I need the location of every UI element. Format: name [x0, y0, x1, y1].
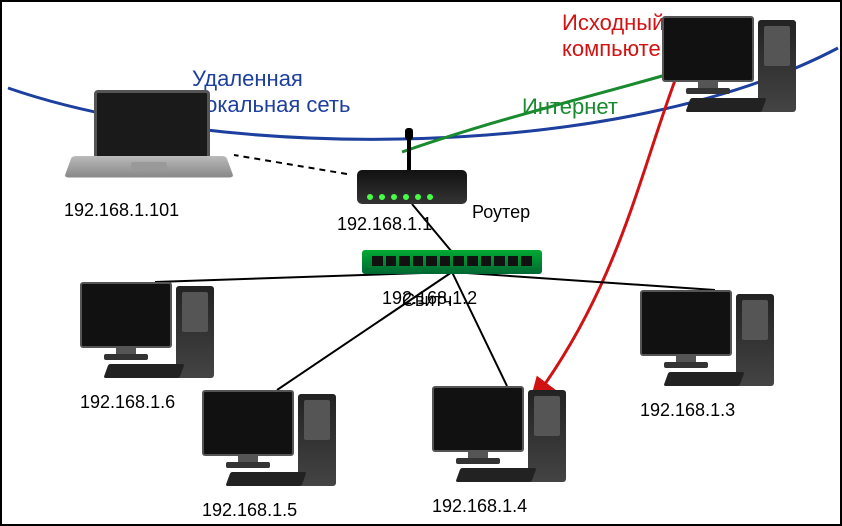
device-router: [347, 134, 477, 214]
device-pc5: [202, 390, 352, 500]
device-pc3: [640, 290, 790, 400]
ip-laptop: 192.168.1.101: [64, 200, 179, 222]
label-router-word: Роутер: [472, 202, 530, 224]
device-switch: [362, 242, 542, 282]
ip-router: 192.168.1.1: [337, 214, 432, 236]
device-pc-source: [662, 16, 812, 126]
device-pc6: [80, 282, 230, 392]
label-source-pc: Исходный компьютер: [562, 10, 673, 63]
device-laptop: [64, 90, 234, 200]
ip-pc6: 192.168.1.6: [80, 392, 175, 414]
device-pc4: [432, 386, 582, 496]
edge-router-laptop: [234, 155, 347, 174]
ip-switch: 192.168.1.2: [382, 288, 477, 310]
diagram-stage: Удаленная локальная сеть Интернет Исходн…: [0, 0, 842, 526]
ip-pc5: 192.168.1.5: [202, 500, 297, 522]
ip-pc3: 192.168.1.3: [640, 400, 735, 422]
label-internet: Интернет: [522, 94, 618, 120]
ip-pc4: 192.168.1.4: [432, 496, 527, 518]
